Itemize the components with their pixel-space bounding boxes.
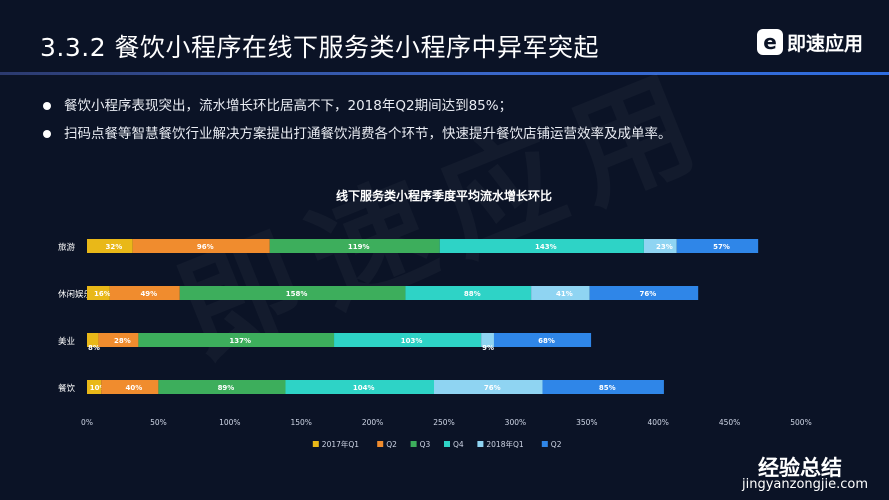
legend-label: Q2 bbox=[386, 440, 397, 449]
data-label: 96% bbox=[197, 243, 214, 251]
page-title: 3.3.2 餐饮小程序在线下服务类小程序中异军突起 bbox=[40, 33, 600, 62]
x-tick-label: 50% bbox=[150, 418, 167, 427]
bar-segment bbox=[439, 239, 644, 253]
data-label: 119% bbox=[348, 243, 370, 251]
x-tick-label: 100% bbox=[219, 418, 240, 427]
data-label: 104% bbox=[353, 384, 375, 392]
data-label: 49% bbox=[140, 290, 157, 298]
bar-segment bbox=[285, 380, 435, 394]
bullet-text: 扫码点餐等智慧餐饮行业解决方案提出打通餐饮消费各个环节，快速提升餐饮店铺运营效率… bbox=[64, 126, 672, 142]
bar-segment bbox=[531, 286, 590, 300]
legend-label: Q3 bbox=[420, 440, 431, 449]
bullet-item: 餐饮小程序表现突出，流水增长环比居高不下，2018年Q2期间达到85%； bbox=[38, 96, 858, 124]
bar-segment bbox=[101, 380, 159, 394]
bar-segment bbox=[138, 333, 335, 347]
corner-watermark-url: jingyanzongjie.com bbox=[742, 477, 869, 492]
bullet-list: 餐饮小程序表现突出，流水增长环比居高不下，2018年Q2期间达到85%； 扫码点… bbox=[38, 96, 858, 152]
corner-watermark-title: 经验总结 bbox=[758, 456, 842, 480]
bar-segment bbox=[179, 286, 406, 300]
data-label: 68% bbox=[538, 337, 555, 345]
bullet-dot-icon bbox=[43, 102, 51, 110]
title-bar: 3.3.2 餐饮小程序在线下服务类小程序中异军突起 e 即速应用 bbox=[0, 0, 889, 76]
data-label: 89% bbox=[218, 384, 235, 392]
legend-swatch bbox=[477, 441, 484, 447]
data-label: 76% bbox=[484, 384, 501, 392]
bar-segment bbox=[405, 286, 532, 300]
category-label: 旅游 bbox=[58, 242, 76, 253]
legend-swatch bbox=[444, 441, 450, 447]
data-label: 28% bbox=[114, 337, 131, 345]
chart-title: 线下服务类小程序季度平均流水增长环比 bbox=[336, 188, 552, 203]
bullet-item: 扫码点餐等智慧餐饮行业解决方案提出打通餐饮消费各个环节，快速提升餐饮店铺运营效率… bbox=[38, 124, 858, 152]
data-label: 41% bbox=[556, 290, 573, 298]
bar-segment bbox=[87, 286, 110, 300]
bar-segment bbox=[269, 239, 440, 253]
legend-label: 2017年Q1 bbox=[322, 439, 359, 449]
title-divider bbox=[0, 72, 889, 75]
bar-segment bbox=[493, 333, 592, 347]
legend-swatch bbox=[312, 441, 319, 447]
bar-segment bbox=[334, 333, 482, 347]
category-label: 休闲娱乐 bbox=[58, 289, 93, 300]
bar-segment bbox=[87, 380, 102, 394]
data-label: 40% bbox=[125, 384, 142, 392]
data-label: 10% bbox=[90, 384, 107, 392]
bar-segment bbox=[87, 239, 133, 253]
legend-label: 2018年Q1 bbox=[486, 439, 523, 449]
legend-swatch bbox=[541, 441, 548, 447]
x-tick-label: 350% bbox=[576, 418, 597, 427]
legend-label: Q4 bbox=[453, 440, 464, 449]
brand-name: 即速应用 bbox=[787, 32, 864, 55]
legend-label: Q2 bbox=[551, 440, 562, 449]
x-tick-label: 0% bbox=[81, 418, 93, 427]
data-label: 85% bbox=[599, 384, 616, 392]
corner-watermark: 经验总结 jingyanzongjie.com bbox=[736, 452, 886, 498]
data-label: 8% bbox=[88, 344, 100, 352]
data-label: 57% bbox=[713, 243, 730, 251]
bar-segment bbox=[98, 333, 139, 347]
bar-segment bbox=[434, 380, 543, 394]
data-label: 16% bbox=[94, 290, 111, 298]
bar-segment bbox=[589, 286, 699, 300]
x-tick-label: 500% bbox=[790, 418, 811, 427]
data-label: 158% bbox=[286, 290, 308, 298]
category-label: 餐饮 bbox=[58, 383, 76, 394]
x-tick-label: 400% bbox=[647, 418, 668, 427]
x-tick-label: 250% bbox=[433, 418, 454, 427]
legend-swatch bbox=[410, 441, 417, 447]
brand-mark-icon: e bbox=[757, 29, 783, 55]
legend-swatch bbox=[377, 441, 384, 447]
bar-segment bbox=[643, 239, 677, 253]
data-label: 103% bbox=[401, 337, 423, 345]
x-tick-label: 200% bbox=[362, 418, 383, 427]
bar-segment bbox=[132, 239, 270, 253]
x-tick-label: 450% bbox=[719, 418, 740, 427]
data-label: 143% bbox=[535, 243, 557, 251]
category-label: 美业 bbox=[58, 336, 75, 347]
bullet-dot-icon bbox=[43, 130, 51, 138]
bullet-text: 餐饮小程序表现突出，流水增长环比居高不下，2018年Q2期间达到85%； bbox=[64, 98, 513, 114]
data-label: 88% bbox=[464, 290, 481, 298]
bar-segment bbox=[158, 380, 286, 394]
bar-segment bbox=[87, 333, 99, 347]
data-label: 137% bbox=[229, 337, 251, 345]
bar-segment bbox=[109, 286, 180, 300]
x-tick-label: 150% bbox=[290, 418, 311, 427]
bar-segment bbox=[676, 239, 759, 253]
bar-segment bbox=[542, 380, 664, 394]
data-label: 76% bbox=[640, 290, 657, 298]
x-tick-label: 300% bbox=[505, 418, 526, 427]
brand-mark-letter: e bbox=[763, 30, 777, 54]
data-label: 23% bbox=[656, 243, 673, 251]
bar-segment bbox=[481, 333, 494, 347]
data-label: 32% bbox=[105, 243, 122, 251]
brand-logo: e 即速应用 bbox=[757, 27, 863, 57]
data-label: 9% bbox=[482, 344, 494, 352]
